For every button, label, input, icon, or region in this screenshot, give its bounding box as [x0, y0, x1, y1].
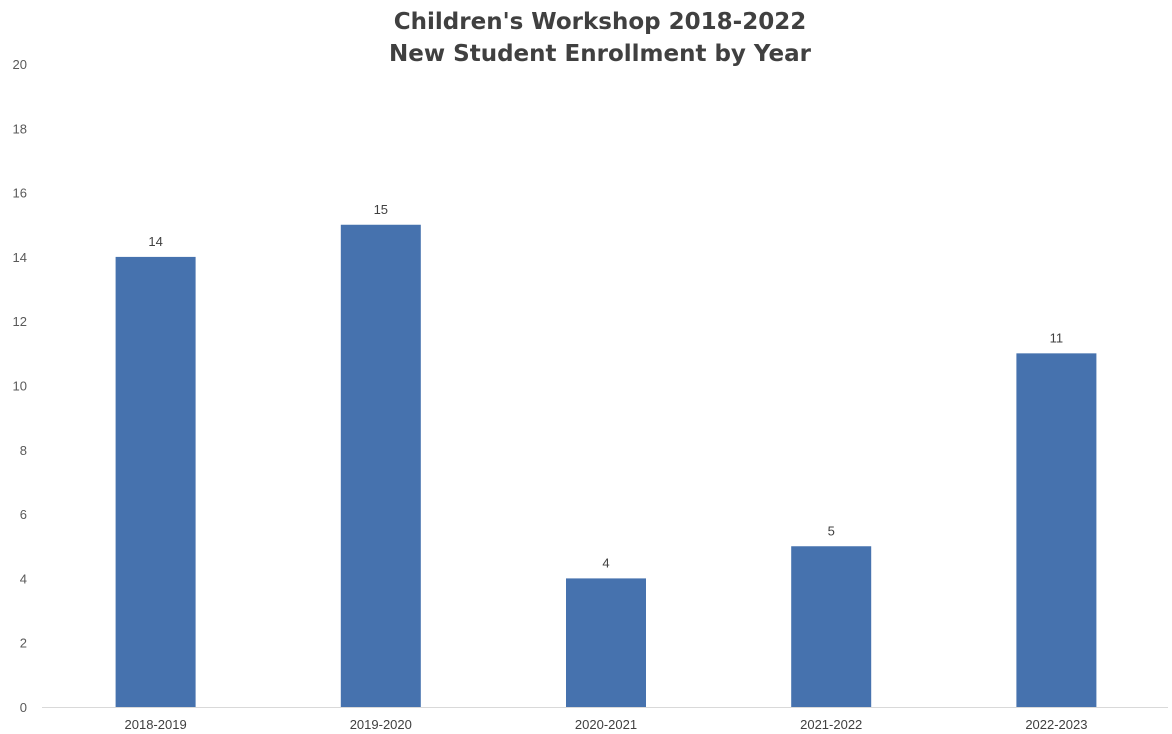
x-tick-label: 2021-2022 [800, 717, 862, 732]
y-tick-label: 16 [13, 186, 27, 201]
data-label: 14 [148, 234, 162, 249]
bar [340, 224, 421, 707]
data-label: 15 [374, 202, 388, 217]
bar [1016, 353, 1097, 707]
y-tick-label: 8 [20, 443, 27, 458]
bars [115, 224, 1097, 707]
data-label: 5 [828, 523, 835, 538]
y-tick-label: 12 [13, 314, 27, 329]
data-label: 11 [1050, 330, 1064, 345]
chart-subtitle: New Student Enrollment by Year [389, 41, 811, 67]
y-tick-label: 6 [20, 507, 27, 522]
chart-title: Children's Workshop 2018-2022 New Studen… [0, 6, 1172, 70]
x-tick-label: 2019-2020 [350, 717, 412, 732]
y-tick-label: 10 [13, 379, 27, 394]
x-axis: 2018-2019 2019-2020 2020-2021 2021-2022 2022… [125, 717, 1088, 732]
y-tick-label: 14 [13, 250, 27, 265]
y-tick-label: 0 [20, 700, 27, 715]
y-tick-label: 20 [13, 57, 27, 72]
bar [791, 546, 872, 707]
bar [566, 578, 646, 707]
y-tick-label: 4 [20, 571, 27, 586]
y-tick-label: 18 [13, 121, 27, 136]
x-tick-label: 2020-2021 [575, 717, 637, 732]
data-label: 4 [602, 555, 609, 570]
y-axis: 0 2 4 6 8 10 12 14 16 18 20 [13, 57, 27, 715]
data-labels: 14 15 4 5 11 [148, 202, 1063, 571]
y-tick-label: 2 [20, 636, 27, 651]
bar [115, 256, 196, 707]
x-tick-label: 2018-2019 [125, 717, 187, 732]
x-tick-label: 2022-2023 [1025, 717, 1087, 732]
chart-title-line-1: Children's Workshop 2018-2022 [393, 9, 807, 35]
